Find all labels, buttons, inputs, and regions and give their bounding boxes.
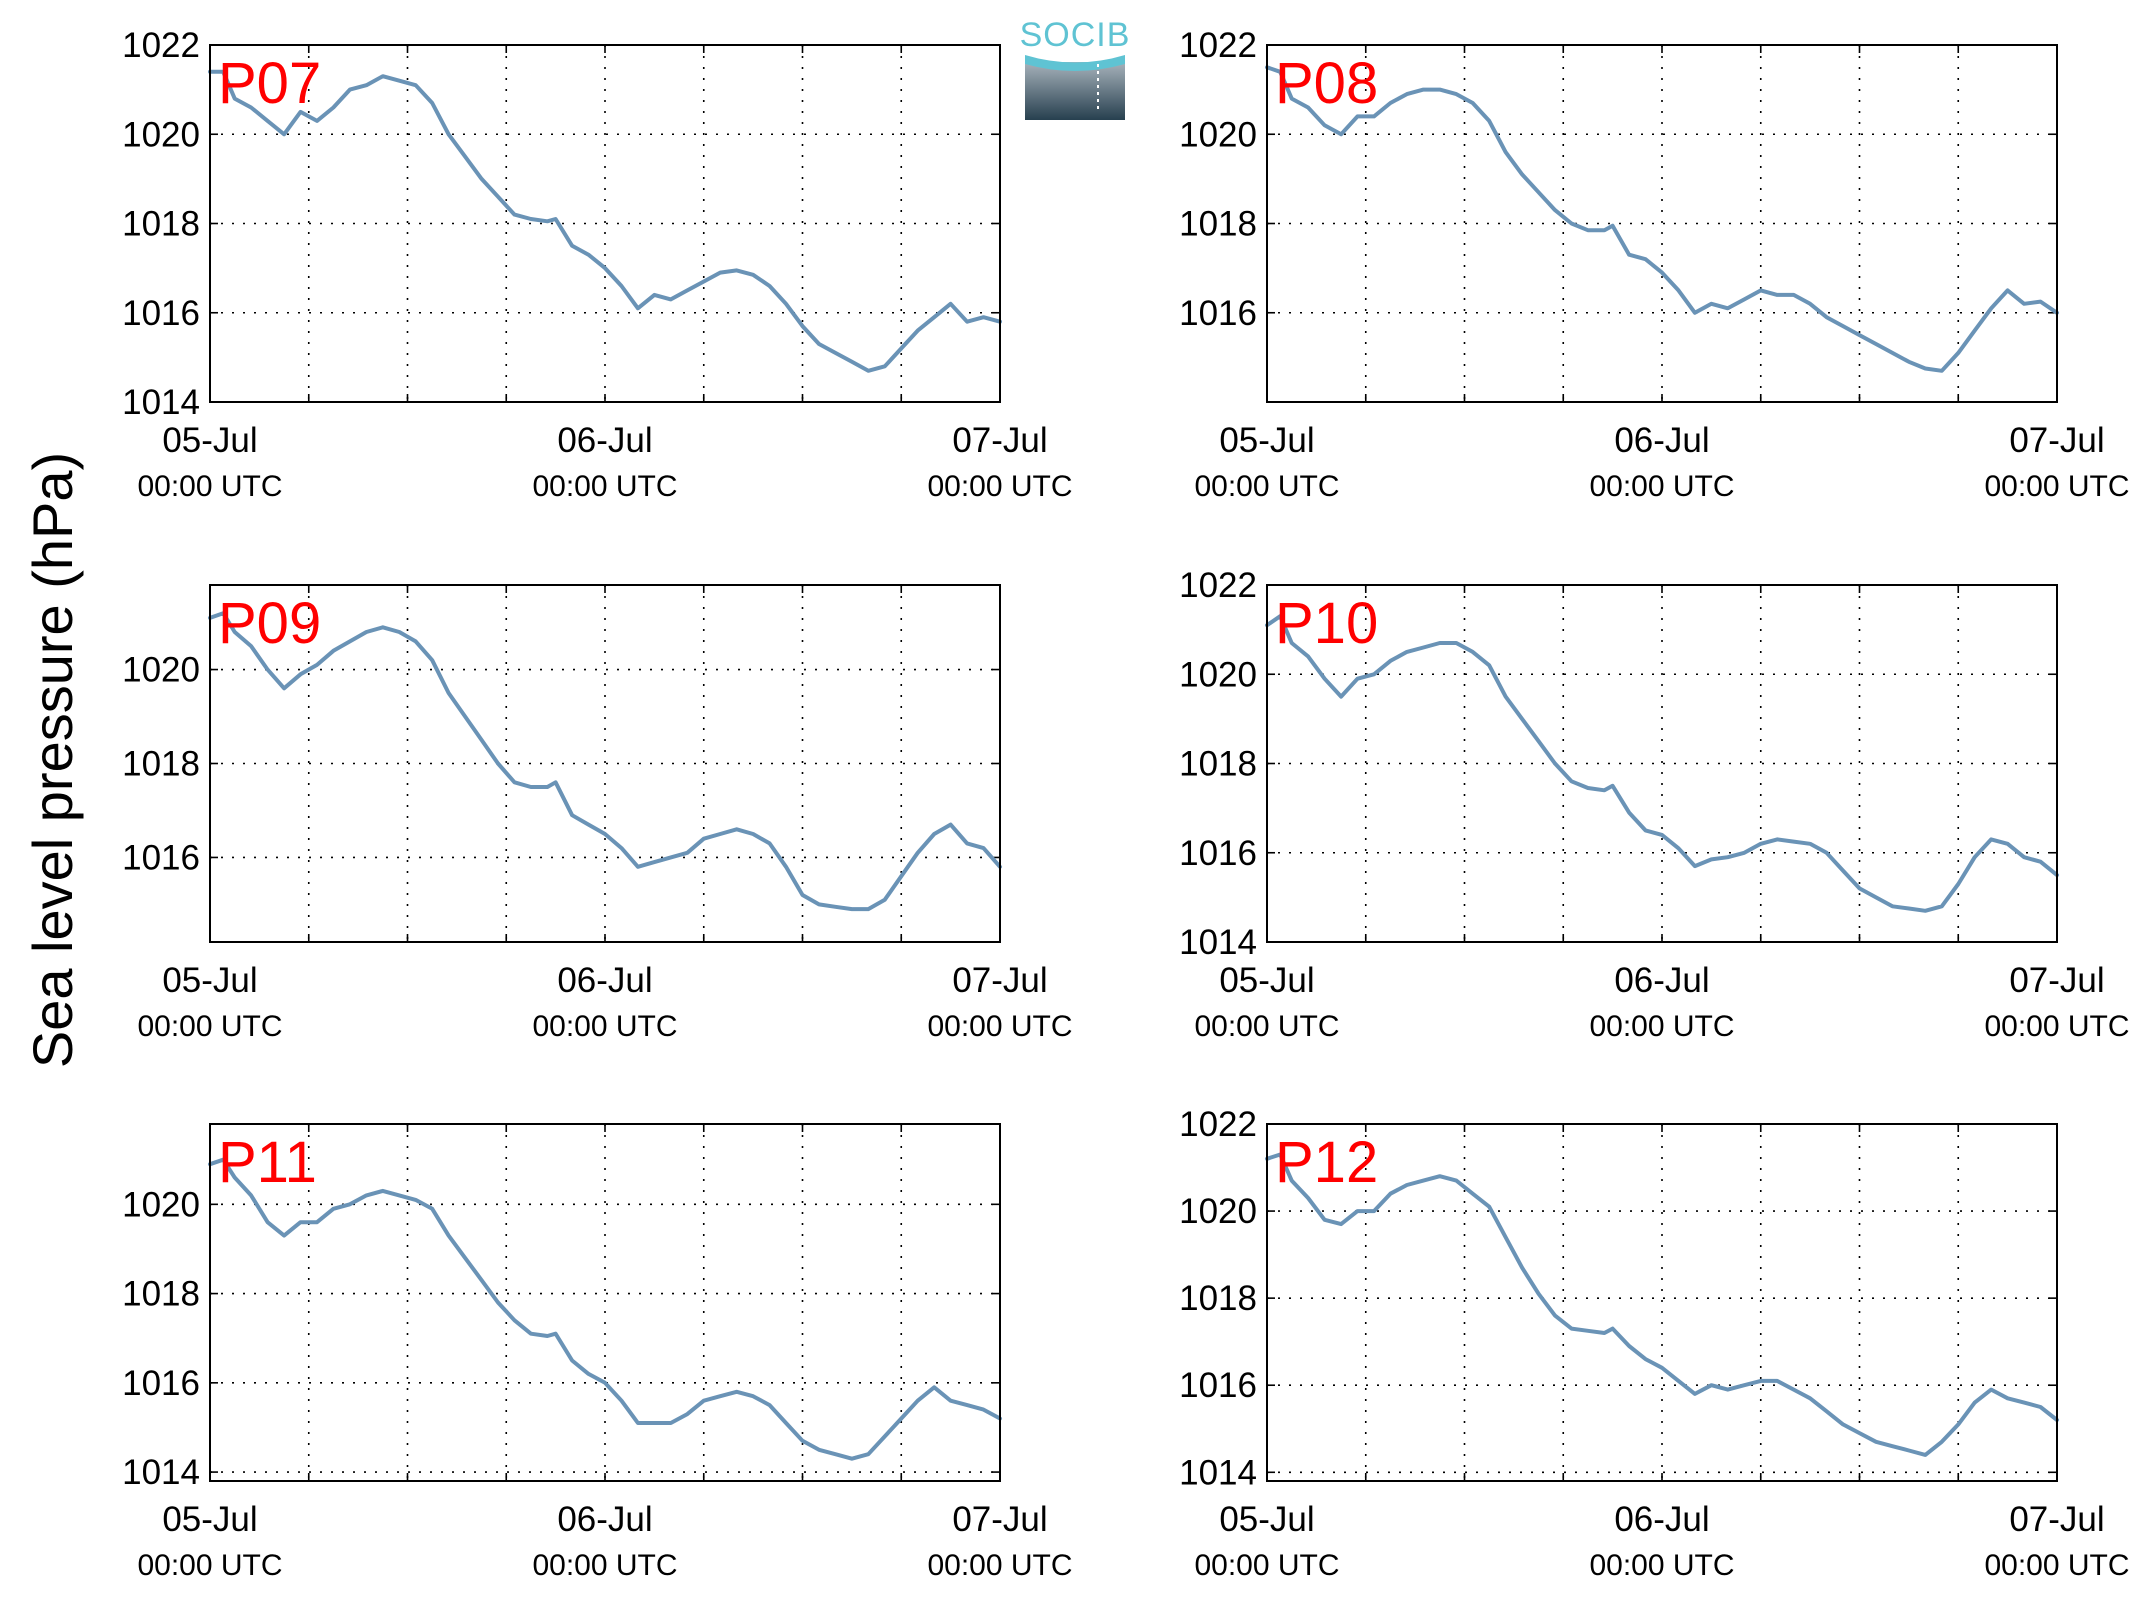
axes-box (1266, 1123, 2058, 1482)
x-tick-sublabel: 00:00 UTC (1194, 1549, 1339, 1582)
x-tick-label: 06-Jul (1614, 421, 1709, 460)
x-tick-label: 06-Jul (557, 1500, 652, 1539)
x-tick-sublabel: 00:00 UTC (532, 1010, 677, 1043)
x-tick-sublabel: 00:00 UTC (1194, 470, 1339, 503)
x-tick-label: 05-Jul (1219, 1500, 1314, 1539)
y-tick-label: 1016 (1179, 834, 1257, 873)
x-tick-sublabel: 00:00 UTC (1589, 1549, 1734, 1582)
panel-label-p10: P10 (1275, 591, 1378, 656)
panel-label-p12: P12 (1275, 1130, 1378, 1195)
x-tick-label: 06-Jul (1614, 961, 1709, 1000)
x-tick-label: 05-Jul (1219, 421, 1314, 460)
panel-label-p09: P09 (218, 591, 321, 656)
x-tick-label: 05-Jul (162, 961, 257, 1000)
y-tick-label: 1020 (1179, 655, 1257, 694)
x-tick-label: 06-Jul (1614, 1500, 1709, 1539)
logo-wave (1025, 55, 1125, 71)
x-tick-label: 07-Jul (952, 1500, 1047, 1539)
logo-text: SOCIB (1020, 16, 1131, 54)
x-tick-label: 06-Jul (557, 961, 652, 1000)
y-tick-label: 1020 (1179, 1192, 1257, 1231)
x-tick-label: 07-Jul (2009, 1500, 2104, 1539)
y-tick-label: 1016 (1179, 294, 1257, 333)
y-tick-label: 1016 (122, 838, 200, 877)
x-tick-sublabel: 00:00 UTC (927, 1549, 1072, 1582)
series-line-p10 (1265, 614, 2059, 913)
axes-box (1266, 584, 2058, 943)
series-line-p07 (208, 69, 1002, 373)
y-tick-label: 1020 (122, 651, 200, 690)
x-tick-label: 05-Jul (162, 421, 257, 460)
y-tick-label: 1014 (122, 1453, 200, 1492)
y-tick-label: 1016 (1179, 1366, 1257, 1405)
panel-p12: 1014 1016 1018 1020 1022 05-Jul 00:00 UTC 06-Ju… (1179, 1105, 2129, 1582)
y-axis-label: Sea level pressure (hPa) (21, 452, 84, 1068)
x-tick-label: 06-Jul (557, 421, 652, 460)
x-tick-sublabel: 00:00 UTC (1194, 1010, 1339, 1043)
y-tick-label: 1022 (122, 26, 200, 65)
series-line-p11 (208, 1157, 1002, 1461)
x-tick-sublabel: 00:00 UTC (1984, 1010, 2129, 1043)
y-tick-label: 1018 (1179, 745, 1257, 784)
y-tick-label: 1016 (122, 1364, 200, 1403)
panel-label-p11: P11 (218, 1130, 317, 1195)
panels: 1014 1016 1018 1020 1022 05-Jul 00:00 UTC 06-Ju… (122, 26, 2129, 1582)
logo-mark (1025, 62, 1125, 120)
x-tick-sublabel: 00:00 UTC (1589, 1010, 1734, 1043)
series-line-p12 (1265, 1152, 2059, 1457)
y-tick-label: 1022 (1179, 26, 1257, 65)
panel-p07: 1014 1016 1018 1020 1022 05-Jul 00:00 UTC 06-Ju… (122, 26, 1072, 503)
x-tick-label: 07-Jul (2009, 421, 2104, 460)
y-tick-label: 1018 (1179, 1279, 1257, 1318)
x-tick-sublabel: 00:00 UTC (137, 470, 282, 503)
series-line-p08 (1265, 65, 2059, 373)
x-tick-sublabel: 00:00 UTC (1984, 1549, 2129, 1582)
y-tick-label: 1020 (122, 115, 200, 154)
x-tick-label: 05-Jul (1219, 961, 1314, 1000)
panel-label-p07: P07 (218, 51, 321, 116)
x-tick-sublabel: 00:00 UTC (1984, 470, 2129, 503)
socib-logo: SOCIB (1020, 16, 1131, 120)
panel-p10: 1014 1016 1018 1020 1022 05-Jul 00:00 UTC 06-Ju… (1179, 566, 2129, 1043)
axes-box (209, 1123, 1001, 1482)
x-tick-sublabel: 00:00 UTC (927, 1010, 1072, 1043)
series-line-p09 (208, 611, 1002, 912)
x-tick-sublabel: 00:00 UTC (137, 1549, 282, 1582)
x-tick-label: 07-Jul (2009, 961, 2104, 1000)
x-tick-sublabel: 00:00 UTC (927, 470, 1072, 503)
axes-box (1266, 44, 2058, 403)
x-tick-sublabel: 00:00 UTC (1589, 470, 1734, 503)
y-tick-label: 1018 (122, 1275, 200, 1314)
y-tick-label: 1018 (122, 205, 200, 244)
y-tick-label: 1020 (1179, 115, 1257, 154)
x-tick-sublabel: 00:00 UTC (532, 1549, 677, 1582)
y-tick-label: 1022 (1179, 566, 1257, 605)
panel-label-p08: P08 (1275, 51, 1378, 116)
y-tick-label: 1016 (122, 294, 200, 333)
y-tick-label: 1014 (122, 383, 200, 422)
y-tick-label: 1022 (1179, 1105, 1257, 1144)
axes-box (209, 584, 1001, 943)
y-tick-label: 1020 (122, 1185, 200, 1224)
y-tick-label: 1014 (1179, 923, 1257, 962)
y-tick-label: 1018 (1179, 205, 1257, 244)
x-tick-sublabel: 00:00 UTC (137, 1010, 282, 1043)
y-tick-label: 1018 (122, 745, 200, 784)
axes-box (209, 44, 1001, 403)
panel-p11: 1014 1016 1018 1020 05-Jul 00:00 UTC 06-Jul 00:… (122, 1123, 1073, 1582)
y-tick-label: 1014 (1179, 1453, 1257, 1492)
panel-p09: 1016 1018 1020 05-Jul 00:00 UTC 06-Jul 00:00 U… (122, 584, 1073, 1043)
x-tick-label: 05-Jul (162, 1500, 257, 1539)
panel-p08: 1016 1018 1020 1022 05-Jul 00:00 UTC 06-Jul 00:… (1179, 26, 2129, 503)
x-tick-label: 07-Jul (952, 421, 1047, 460)
x-tick-label: 07-Jul (952, 961, 1047, 1000)
x-tick-sublabel: 00:00 UTC (532, 470, 677, 503)
